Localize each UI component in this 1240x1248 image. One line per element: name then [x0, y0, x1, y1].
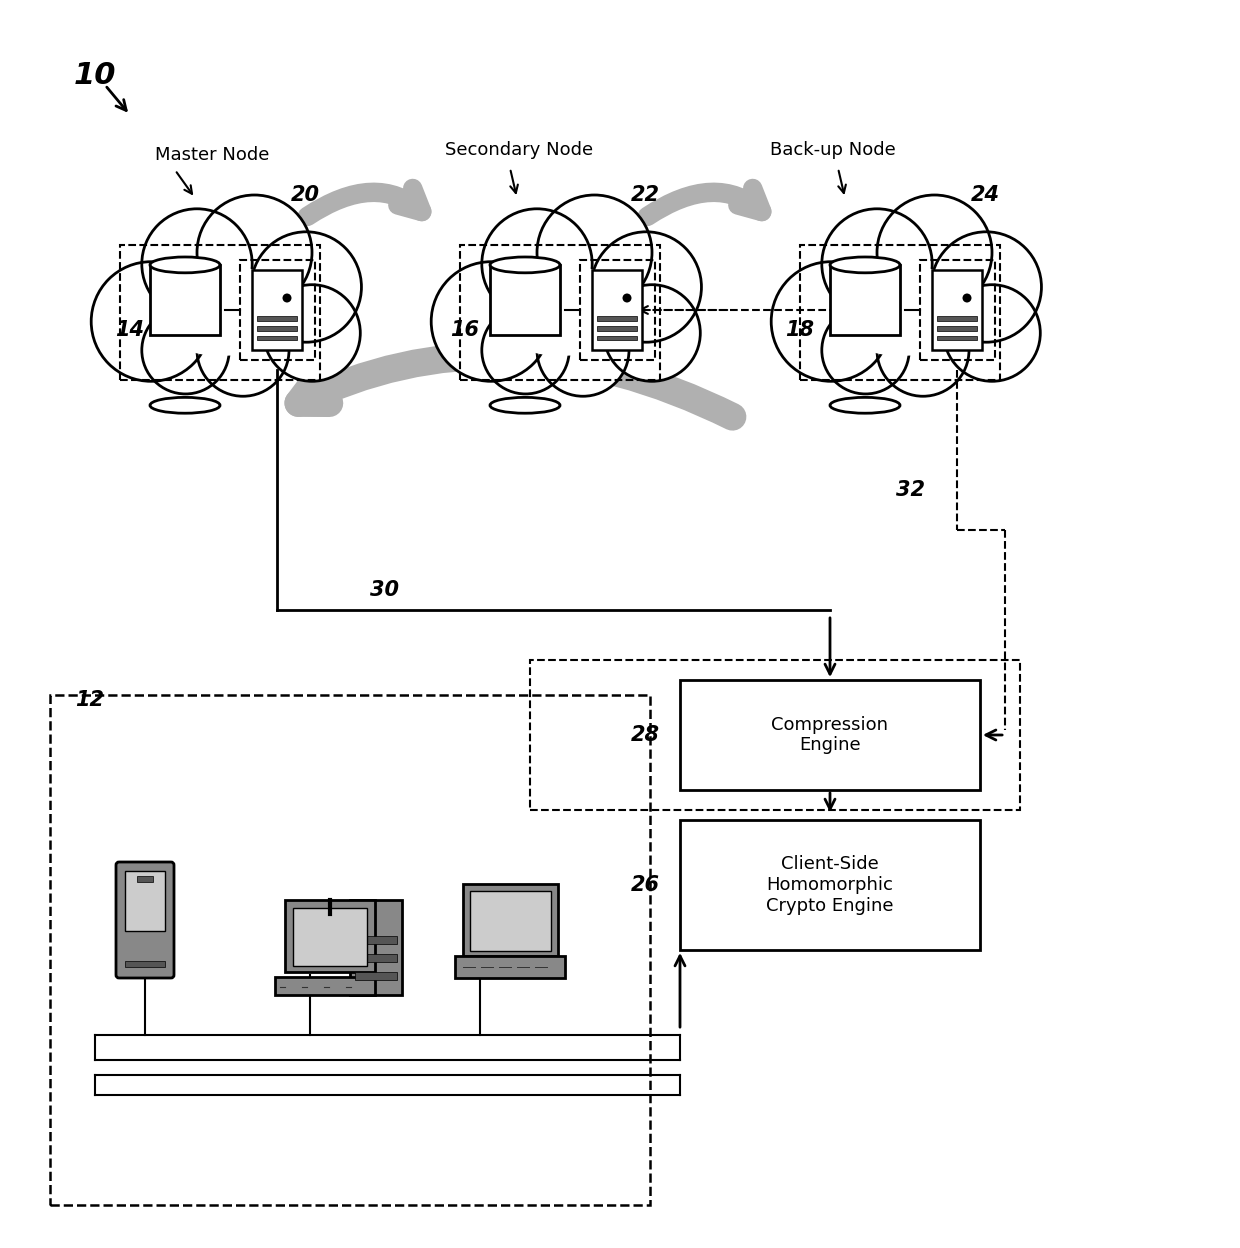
Circle shape: [771, 262, 890, 382]
Text: Compression
Engine: Compression Engine: [771, 715, 889, 754]
Text: 14: 14: [115, 319, 145, 339]
Bar: [460, 245, 660, 379]
Bar: [596, 336, 637, 341]
Text: 16: 16: [450, 319, 480, 339]
Text: 22: 22: [630, 185, 660, 205]
Bar: [455, 956, 565, 978]
Circle shape: [92, 262, 211, 382]
Ellipse shape: [150, 397, 219, 413]
Bar: [275, 977, 374, 995]
Ellipse shape: [830, 397, 900, 413]
Bar: [596, 326, 637, 331]
Bar: [355, 936, 397, 943]
Circle shape: [482, 208, 593, 319]
Text: Back-up Node: Back-up Node: [770, 141, 895, 158]
Circle shape: [877, 195, 992, 310]
Text: 32: 32: [895, 480, 925, 500]
Text: 30: 30: [371, 580, 399, 600]
Bar: [120, 245, 320, 379]
Bar: [257, 317, 298, 321]
Bar: [932, 270, 982, 349]
Ellipse shape: [490, 397, 560, 413]
Circle shape: [283, 293, 291, 302]
Text: 12: 12: [76, 690, 104, 710]
Circle shape: [537, 195, 652, 310]
Text: 20: 20: [290, 185, 320, 205]
Circle shape: [432, 262, 551, 382]
Text: 24: 24: [971, 185, 999, 205]
Circle shape: [141, 208, 252, 319]
Ellipse shape: [151, 265, 289, 356]
Bar: [252, 270, 303, 349]
Circle shape: [962, 293, 971, 302]
Text: 26: 26: [630, 875, 660, 895]
Bar: [596, 317, 637, 321]
Text: Secondary Node: Secondary Node: [445, 141, 593, 158]
Bar: [138, 876, 153, 881]
Bar: [680, 680, 980, 790]
FancyBboxPatch shape: [117, 862, 174, 978]
Bar: [937, 326, 977, 331]
Bar: [937, 317, 977, 321]
Circle shape: [622, 293, 631, 302]
Bar: [241, 260, 315, 359]
Bar: [125, 961, 165, 967]
Circle shape: [822, 307, 909, 394]
Text: 28: 28: [630, 725, 660, 745]
Bar: [355, 972, 397, 980]
Circle shape: [197, 195, 312, 310]
Bar: [490, 265, 560, 336]
Circle shape: [250, 232, 361, 342]
Circle shape: [482, 307, 569, 394]
Bar: [257, 326, 298, 331]
Bar: [470, 891, 551, 951]
Circle shape: [944, 285, 1040, 382]
Circle shape: [141, 307, 229, 394]
Text: 10: 10: [73, 60, 117, 90]
Bar: [830, 265, 900, 336]
Circle shape: [591, 232, 702, 342]
Bar: [150, 265, 219, 336]
Text: Client-Side
Homomorphic
Crypto Engine: Client-Side Homomorphic Crypto Engine: [766, 855, 894, 915]
Circle shape: [264, 285, 361, 382]
Bar: [285, 900, 374, 972]
Bar: [529, 660, 1021, 810]
Circle shape: [877, 305, 968, 397]
Bar: [680, 820, 980, 950]
Circle shape: [604, 285, 701, 382]
Bar: [293, 909, 367, 966]
Bar: [50, 695, 650, 1206]
Bar: [257, 336, 298, 341]
Circle shape: [931, 232, 1042, 342]
Ellipse shape: [150, 257, 219, 273]
Bar: [355, 953, 397, 962]
Bar: [580, 260, 655, 359]
Text: Master Node: Master Node: [155, 146, 269, 163]
Bar: [800, 245, 999, 379]
Ellipse shape: [830, 257, 900, 273]
Bar: [463, 884, 558, 956]
Circle shape: [197, 305, 289, 397]
Bar: [591, 270, 642, 349]
Ellipse shape: [831, 265, 968, 356]
Bar: [920, 260, 994, 359]
Bar: [350, 900, 402, 995]
Bar: [937, 336, 977, 341]
Ellipse shape: [490, 257, 560, 273]
Circle shape: [537, 305, 629, 397]
Text: 18: 18: [785, 319, 815, 339]
Bar: [125, 871, 165, 931]
Ellipse shape: [491, 265, 629, 356]
Circle shape: [822, 208, 932, 319]
